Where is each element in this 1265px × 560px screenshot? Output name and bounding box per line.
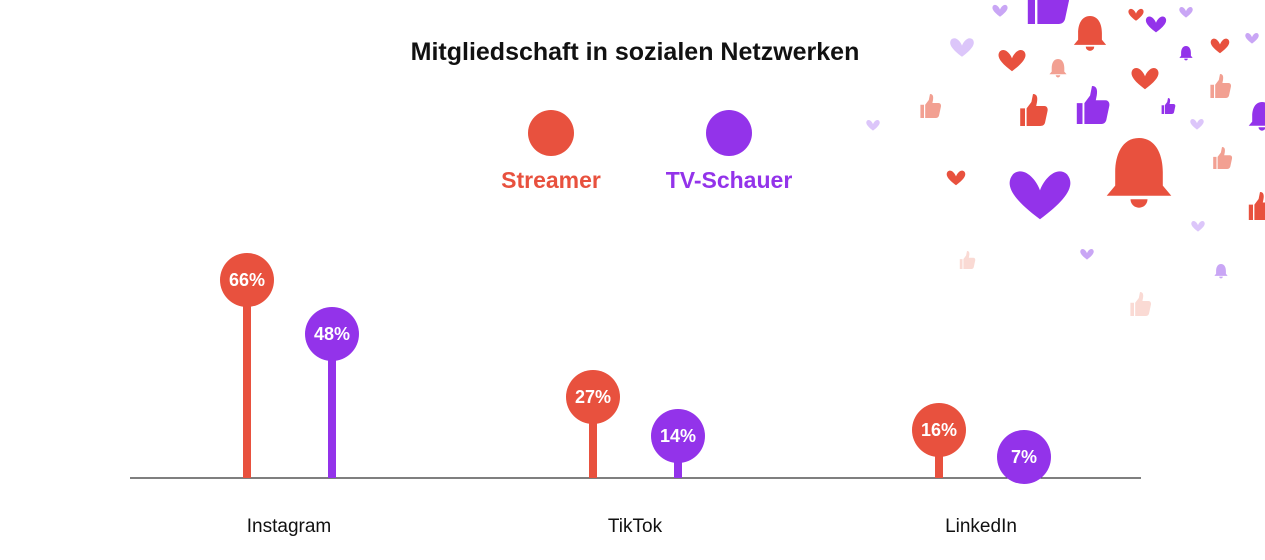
heart-icon (946, 170, 966, 186)
thumbs-up-icon (920, 94, 942, 118)
bell-icon (1179, 46, 1193, 61)
heart-icon (1009, 171, 1071, 220)
thumbs-up-icon (1130, 292, 1152, 316)
value-label-1-1: 14% (660, 426, 696, 446)
bell-icon (1049, 59, 1067, 78)
heart-icon (1190, 118, 1204, 130)
heart-icon (1131, 67, 1159, 90)
thumbs-up-icon (1161, 98, 1176, 114)
social-icons-decoration (866, 0, 1265, 316)
plot-area: 66% 48% Instagram 27% 14% TikTok 16% 7% LinkedIn (130, 253, 1141, 537)
legend-label-1: TV-Schauer (666, 167, 793, 193)
heart-icon (1191, 220, 1205, 232)
value-label-0-0: 66% (229, 270, 265, 290)
thumbs-up-icon (1213, 147, 1233, 169)
dot-2-0 (912, 403, 966, 457)
bell-icon (1073, 16, 1107, 51)
heart-icon (1179, 6, 1193, 18)
value-label-0-1: 48% (314, 324, 350, 344)
value-label-1-0: 27% (575, 387, 611, 407)
bell-icon (1248, 102, 1265, 131)
heart-icon (992, 4, 1008, 17)
dot-2-1 (997, 430, 1051, 484)
dot-1-0 (566, 370, 620, 424)
thumbs-up-icon (959, 251, 976, 269)
heart-icon (1245, 32, 1259, 44)
thumbs-up-icon (1020, 94, 1048, 126)
legend-marker-0 (528, 110, 574, 156)
heart-icon (1128, 8, 1144, 21)
heart-icon (1080, 248, 1094, 260)
value-label-2-0: 16% (921, 420, 957, 440)
thumbs-up-icon (1248, 192, 1265, 220)
heart-icon (950, 38, 974, 57)
heart-icon (1210, 38, 1230, 54)
legend-label-0: Streamer (501, 167, 601, 193)
thumbs-up-icon (1210, 74, 1232, 98)
thumbs-up-icon (1076, 86, 1110, 124)
legend: Streamer TV-Schauer (501, 110, 792, 193)
chart-title: Mitgliedschaft in sozialen Netzwerken (410, 38, 860, 66)
heart-icon (866, 119, 880, 131)
category-label-1: TikTok (608, 516, 663, 537)
category-label-2: LinkedIn (945, 516, 1017, 537)
bell-icon (1214, 264, 1228, 279)
thumbs-up-icon (1027, 0, 1070, 24)
value-label-2-1: 7% (1011, 447, 1037, 467)
dot-0-0 (220, 253, 274, 307)
dot-0-1 (305, 307, 359, 361)
dot-1-1 (651, 409, 705, 463)
heart-icon (998, 49, 1026, 72)
bell-icon (1106, 138, 1172, 208)
heart-icon (1145, 16, 1167, 33)
legend-marker-1 (706, 110, 752, 156)
category-label-0: Instagram (247, 516, 331, 537)
